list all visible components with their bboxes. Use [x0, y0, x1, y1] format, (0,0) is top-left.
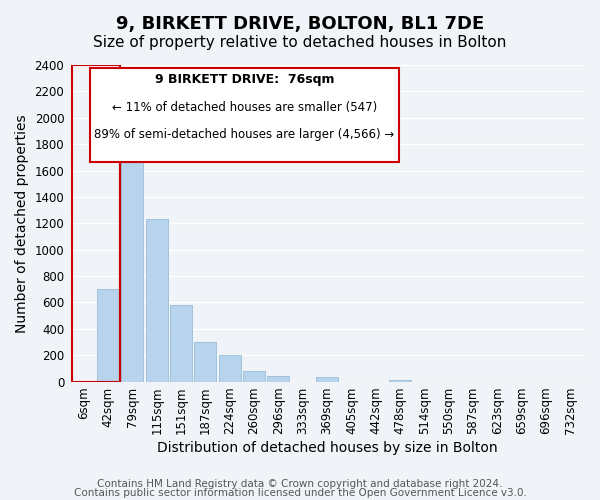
Bar [243, 371, 265, 382]
Text: ← 11% of detached houses are smaller (547): ← 11% of detached houses are smaller (54… [112, 102, 377, 114]
FancyBboxPatch shape [90, 68, 400, 162]
Bar [219, 355, 241, 382]
Bar [71, 65, 120, 382]
Text: Contains public sector information licensed under the Open Government Licence v3: Contains public sector information licen… [74, 488, 526, 498]
Text: 9 BIRKETT DRIVE:  76sqm: 9 BIRKETT DRIVE: 76sqm [155, 73, 334, 86]
Text: Size of property relative to detached houses in Bolton: Size of property relative to detached ho… [94, 35, 506, 50]
Bar [316, 377, 338, 382]
Bar [194, 342, 217, 382]
Text: 9, BIRKETT DRIVE, BOLTON, BL1 7DE: 9, BIRKETT DRIVE, BOLTON, BL1 7DE [116, 15, 484, 33]
Text: 89% of semi-detached houses are larger (4,566) →: 89% of semi-detached houses are larger (… [94, 128, 395, 141]
Bar [170, 305, 192, 382]
Bar [268, 376, 289, 382]
Bar [121, 124, 143, 382]
Bar [146, 220, 168, 382]
Text: Contains HM Land Registry data © Crown copyright and database right 2024.: Contains HM Land Registry data © Crown c… [97, 479, 503, 489]
X-axis label: Distribution of detached houses by size in Bolton: Distribution of detached houses by size … [157, 441, 497, 455]
Bar [389, 380, 411, 382]
Bar [97, 289, 119, 382]
Y-axis label: Number of detached properties: Number of detached properties [15, 114, 29, 332]
